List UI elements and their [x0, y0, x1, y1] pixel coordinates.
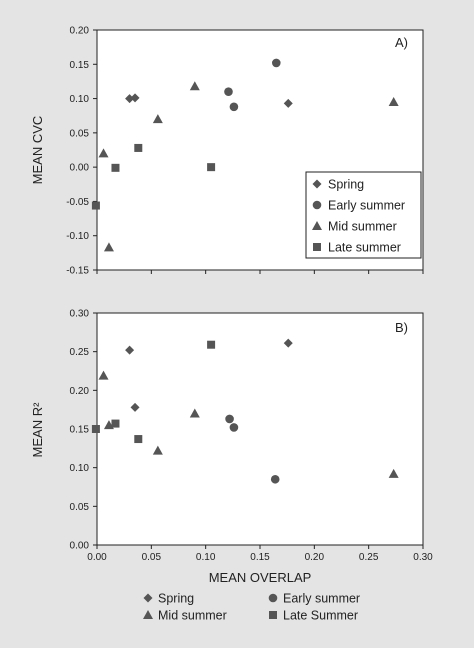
y-tick-label: 0.10 [70, 94, 90, 105]
y-tick-label: -0.10 [66, 231, 89, 242]
panel-a-x-ticks [96, 270, 424, 274]
data-point-spring [283, 338, 293, 348]
data-point-late-summer [91, 425, 100, 433]
y-tick-label: 0.30 [70, 309, 90, 320]
x-tick-label: 0.15 [250, 552, 270, 563]
bottom-legend-label: Spring [158, 592, 194, 606]
data-point-mid-summer [152, 114, 163, 124]
data-point-spring [125, 94, 135, 104]
data-point-spring [283, 98, 293, 108]
data-point-early-summer [225, 414, 234, 424]
legend-label: Late summer [328, 241, 401, 255]
x-tick-label: 0.10 [196, 552, 216, 563]
panel-b-data-points [91, 338, 399, 484]
data-point-spring [130, 93, 140, 103]
y-tick-label: 0.00 [70, 163, 90, 174]
panel-a-legend-box [305, 171, 422, 259]
panel-b-y-axis-label: MEAN R² [30, 402, 45, 458]
legend-marker-circle [312, 200, 322, 210]
data-point-early-summer [272, 58, 281, 68]
data-point-mid-summer [98, 148, 109, 158]
x-tick-label: 0.00 [87, 552, 107, 563]
bottom-legend: Spring Early summer Mid summer Late Summer [143, 592, 360, 623]
bottom-legend-label: Early summer [283, 592, 360, 606]
data-point-late-summer [134, 143, 143, 152]
y-tick-label: 0.05 [70, 502, 90, 513]
legend-label: Mid summer [328, 220, 397, 234]
panel-a-cvc: A) MEAN CVC -0.15 -0.10 -0.05 0.00 0.05 0.10 0… [30, 26, 424, 277]
bottom-legend-marker-triangle [143, 610, 153, 619]
x-tick-label: 0.25 [359, 552, 379, 563]
data-point-late-summer [91, 201, 100, 210]
data-point-early-summer [229, 423, 239, 432]
x-tick-label: 0.30 [413, 552, 433, 563]
data-point-early-summer [229, 102, 239, 112]
data-point-mid-summer [189, 81, 200, 91]
legend-marker-square [313, 243, 321, 251]
bottom-legend-label: Mid summer [158, 609, 227, 623]
y-tick-label: 0.25 [70, 347, 90, 358]
legend-label: Spring [328, 178, 364, 192]
x-tick-label: 0.20 [305, 552, 325, 563]
data-point-mid-summer [103, 420, 114, 430]
data-point-late-summer [207, 163, 216, 172]
panel-b-x-ticks: 0.00 0.05 0.10 0.15 0.20 0.25 0.30 [87, 545, 433, 563]
data-point-late-summer [134, 435, 143, 444]
data-point-spring [125, 345, 135, 355]
y-tick-label: 0.05 [70, 128, 90, 139]
panel-a-y-axis-label: MEAN CVC [30, 116, 45, 185]
panel-a-legend: Spring Early summer Mid summer Late summer [305, 171, 422, 259]
data-point-mid-summer [189, 408, 200, 418]
panel-b-frame [96, 312, 424, 546]
panel-a-legend-items: Spring Early summer Mid summer Late summer [312, 178, 405, 255]
y-tick-label: 0.15 [70, 425, 90, 436]
bottom-legend-marker-circle [268, 593, 278, 603]
y-tick-label: 0.20 [70, 386, 90, 397]
x-axis-label: MEAN OVERLAP [209, 570, 312, 585]
x-tick-label: 0.05 [142, 552, 162, 563]
panel-b-r2: B) MEAN R² 0.000.050.100.150.200.250.30 … [30, 309, 433, 586]
y-tick-label: 0.20 [70, 26, 90, 37]
y-tick-label: 0.10 [70, 463, 90, 474]
legend-label: Early summer [328, 199, 405, 213]
panel-a-label: A) [395, 35, 408, 50]
data-point-late-summer [207, 340, 216, 349]
panel-a-data-points [91, 58, 399, 252]
data-point-early-summer [270, 474, 280, 484]
data-point-late-summer [111, 419, 120, 428]
data-point-mid-summer [388, 468, 399, 478]
data-point-spring [130, 402, 140, 412]
data-point-mid-summer [152, 445, 163, 455]
data-point-mid-summer [98, 370, 109, 380]
y-tick-label: -0.15 [66, 266, 89, 277]
panel-b-y-ticks: 0.00 0.05 0.10 0.15 0.20 0.25 0.30 [70, 309, 97, 552]
panel-a-y-ticks: -0.15 -0.10 -0.05 0.00 0.05 0.10 0.15 0.20 [66, 26, 97, 277]
data-point-mid-summer [388, 97, 399, 106]
bottom-legend-label: Late Summer [283, 609, 358, 623]
data-point-early-summer [224, 87, 233, 97]
bottom-legend-marker-square [269, 611, 277, 619]
bottom-legend-marker-diamond [143, 593, 153, 603]
panel-b-label: B) [395, 320, 408, 335]
legend-marker-diamond [312, 179, 322, 189]
y-tick-label: -0.05 [66, 197, 89, 208]
data-point-mid-summer [103, 242, 114, 252]
legend-marker-triangle [312, 221, 322, 230]
data-point-late-summer [111, 163, 120, 172]
y-tick-label: 0.15 [70, 60, 90, 71]
y-tick-label: 0.00 [70, 541, 90, 552]
